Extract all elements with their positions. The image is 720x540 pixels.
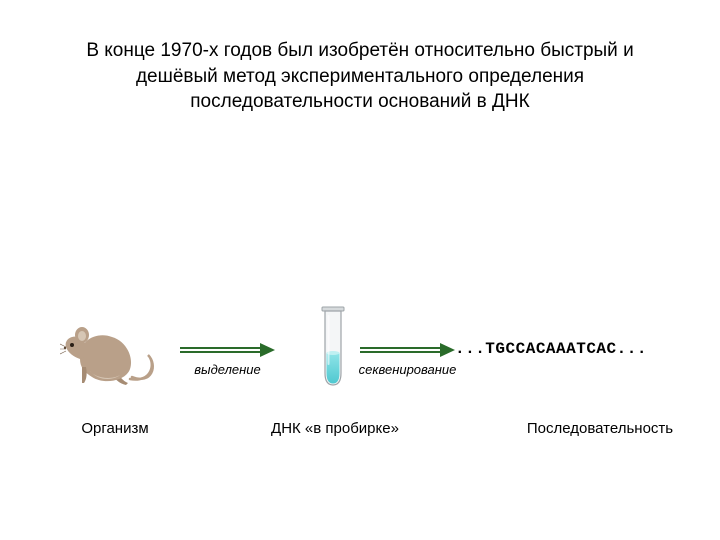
dna-sequence-text: ...TGCCACAAATCAC... <box>455 340 647 358</box>
test-tube-illustration <box>318 305 348 390</box>
arrow-icon <box>180 343 275 357</box>
label-tube: ДНК «в пробирке» <box>240 420 430 437</box>
test-tube-icon <box>318 305 348 390</box>
arrow-extraction <box>180 343 275 357</box>
arrow-sequencing <box>360 343 455 357</box>
arrow-icon <box>360 343 455 357</box>
label-sequence: Последовательность <box>510 420 690 437</box>
title-text: В конце 1970-х годов был изобретён относ… <box>50 38 670 115</box>
mouse-icon <box>60 305 160 395</box>
arrow-extraction-label: выделение <box>180 362 275 377</box>
slide: В конце 1970-х годов был изобретён относ… <box>0 0 720 540</box>
label-organism: Организм <box>70 420 160 437</box>
organism-illustration <box>60 305 160 395</box>
arrow-sequencing-label: секвенирование <box>355 362 460 377</box>
